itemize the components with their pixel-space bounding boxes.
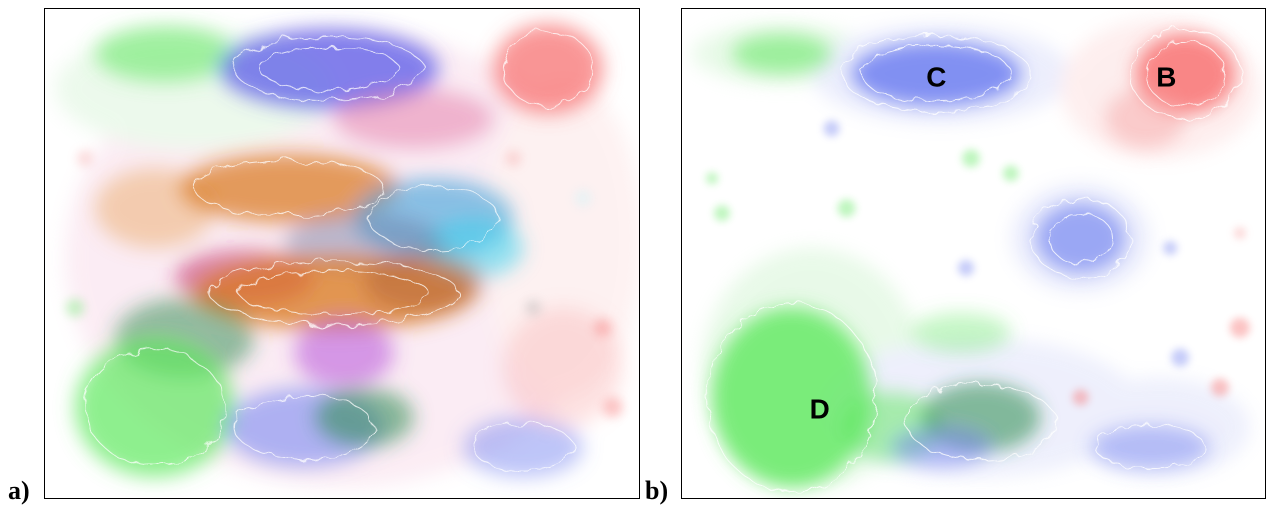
panel-a-canvas — [55, 23, 639, 488]
panel-b-dots — [706, 120, 1250, 406]
cluster-label-d: D — [810, 393, 830, 424]
panel-a-dots — [66, 150, 623, 418]
panel-b-density-map: C B D — [681, 8, 1266, 499]
panel-a-contours — [84, 30, 594, 472]
panel-b-clusters — [712, 33, 1235, 488]
panel-a-blobs — [75, 23, 623, 478]
panel-b-canvas: C B D — [692, 18, 1260, 493]
cluster-label-b: B — [1156, 62, 1176, 93]
cluster-label-c: C — [926, 62, 946, 93]
panel-a-density-map — [44, 8, 640, 499]
panel-a-label: a) — [8, 476, 30, 505]
panel-b-label: b) — [645, 476, 669, 505]
panel-b-contours — [706, 28, 1241, 493]
